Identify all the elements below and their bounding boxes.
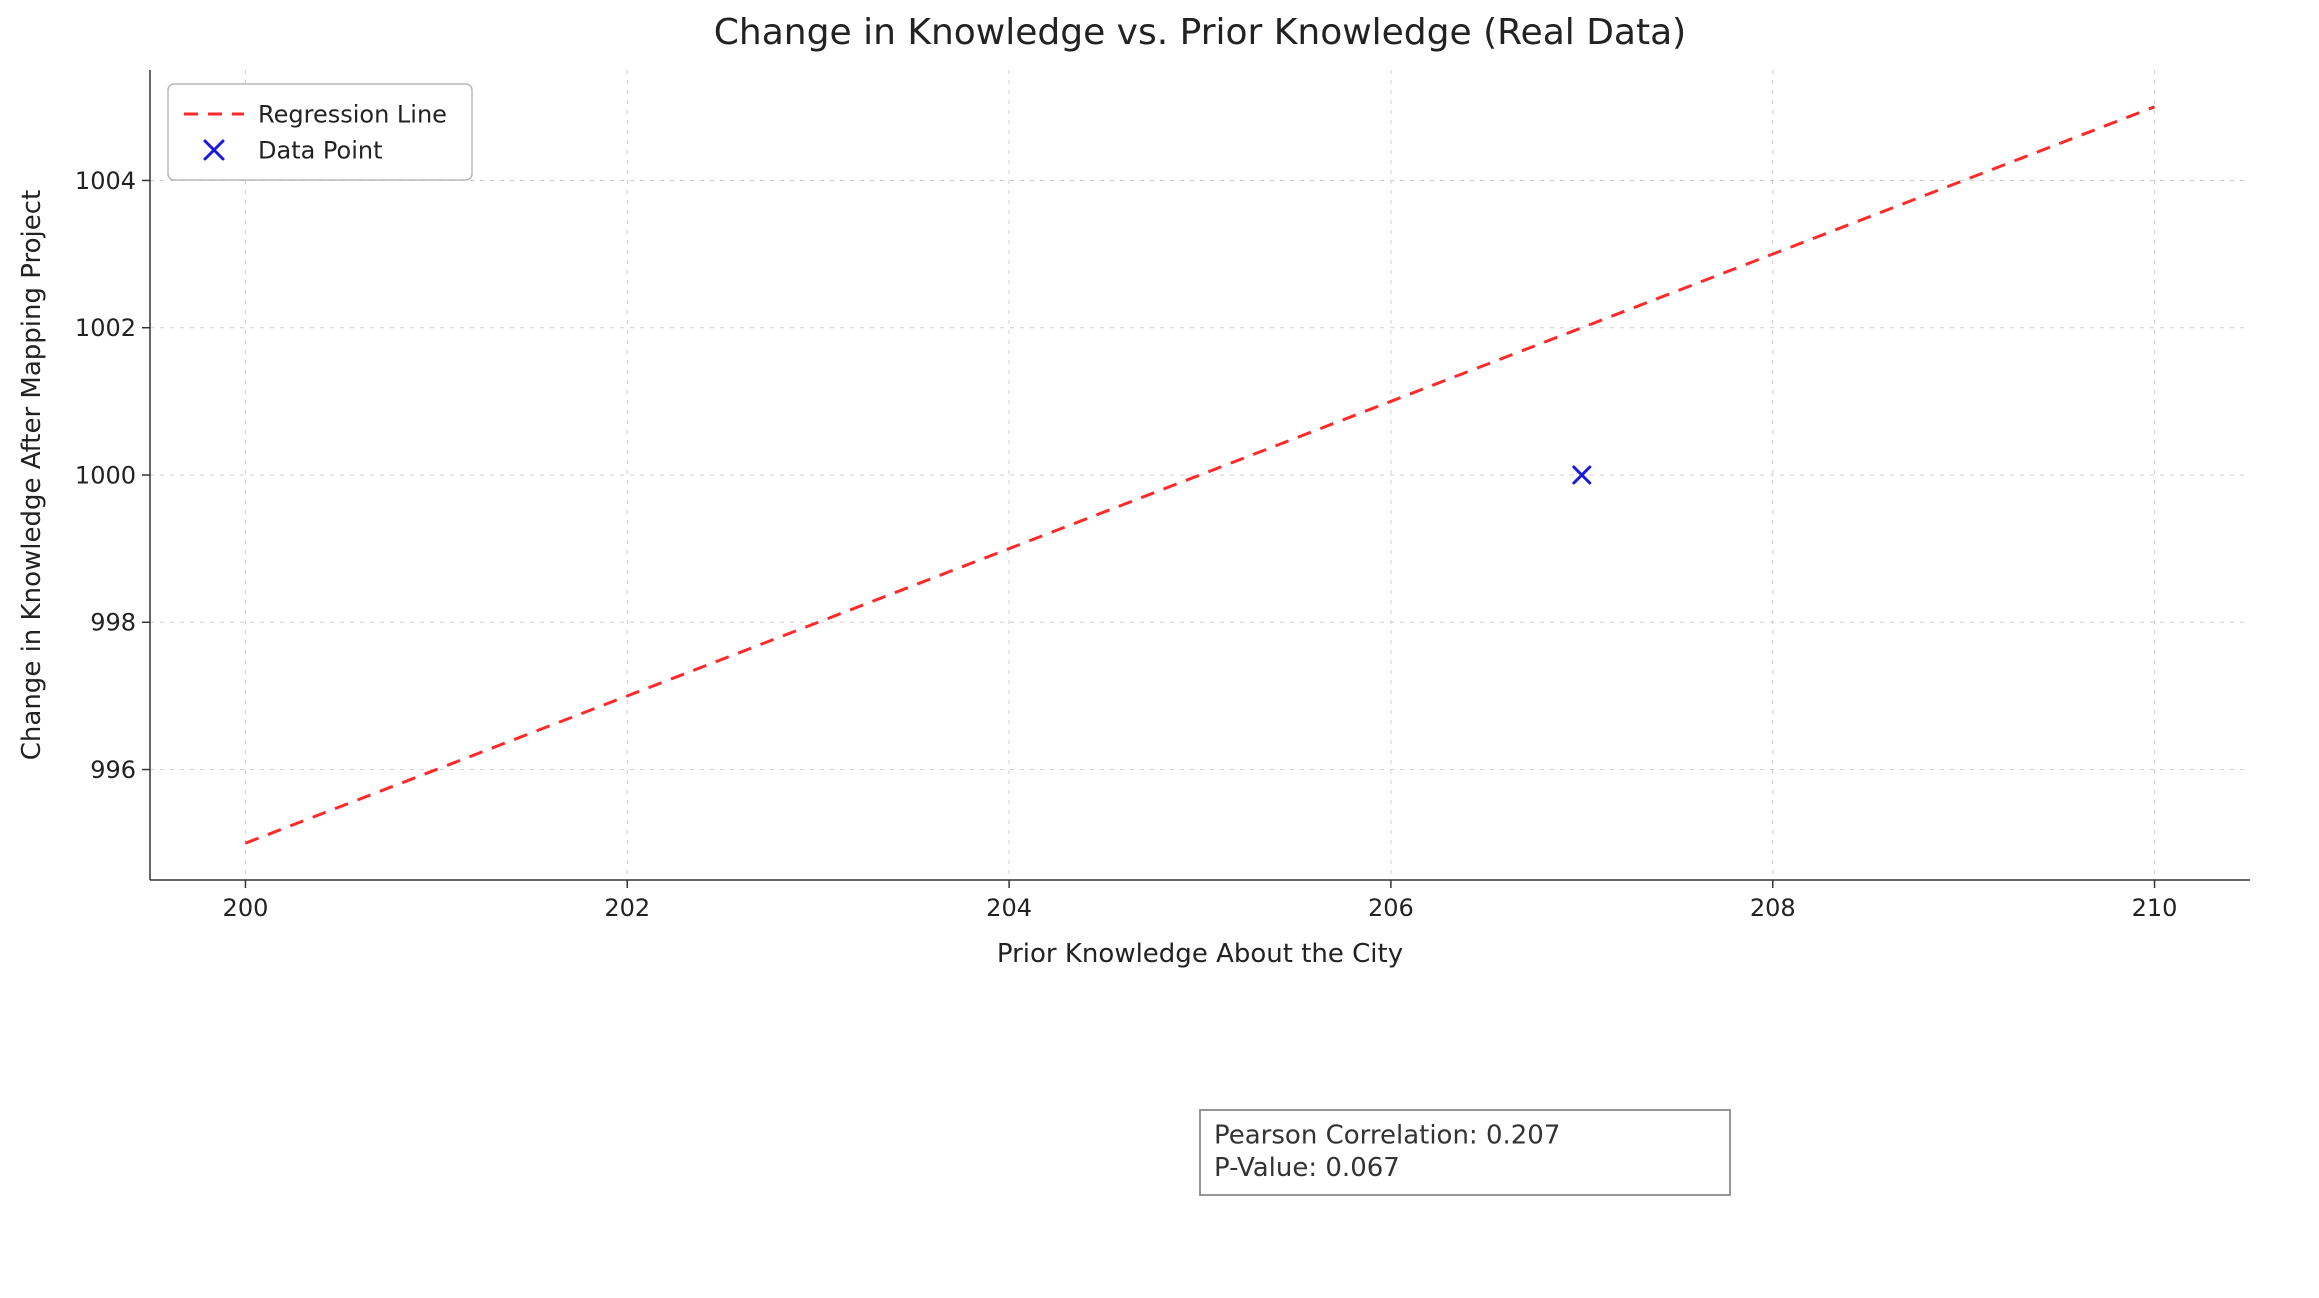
stats-annotation-line: Pearson Correlation: 0.207	[1214, 1120, 1560, 1150]
y-axis-label: Change in Knowledge After Mapping Projec…	[17, 190, 47, 760]
x-tick-label: 208	[1750, 894, 1796, 922]
chart-title: Change in Knowledge vs. Prior Knowledge …	[714, 12, 1686, 53]
x-axis-label: Prior Knowledge About the City	[997, 939, 1403, 969]
legend-item-data-point: Data Point	[258, 136, 383, 164]
legend-item-regression: Regression Line	[258, 100, 447, 128]
y-tick-label: 998	[90, 609, 136, 637]
page: 200 202 204 206 208 210 996 998 1000 1002 1004 Prio…	[0, 0, 2319, 1298]
x-tick-label: 204	[986, 894, 1032, 922]
legend: Regression Line Data Point	[168, 84, 472, 180]
knowledge-scatter-chart: 200 202 204 206 208 210 996 998 1000 1002 1004 Prio…	[0, 0, 2319, 1298]
x-tick-label: 206	[1368, 894, 1414, 922]
y-tick-label: 996	[90, 756, 136, 784]
stats-annotation-line: P-Value: 0.067	[1214, 1153, 1400, 1183]
y-tick-label: 1004	[75, 167, 136, 195]
chart-background	[0, 0, 2319, 1298]
x-tick-label: 202	[604, 894, 650, 922]
y-tick-label: 1000	[75, 461, 136, 489]
x-tick-label: 210	[2132, 894, 2178, 922]
stats-annotation: Pearson Correlation: 0.207P-Value: 0.067	[1200, 1110, 1730, 1195]
y-tick-label: 1002	[75, 314, 136, 342]
x-tick-label: 200	[223, 894, 269, 922]
